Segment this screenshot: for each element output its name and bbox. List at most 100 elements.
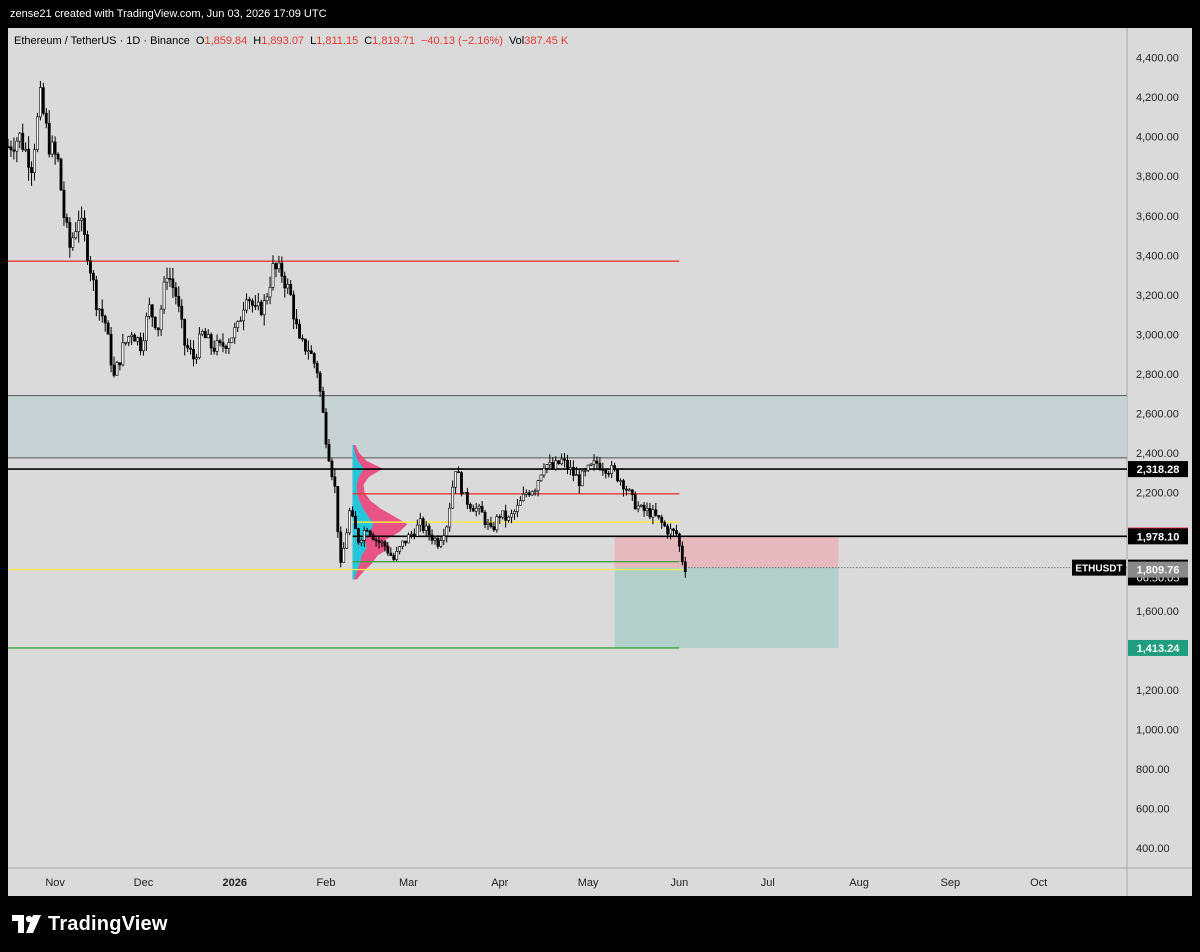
candle-body bbox=[454, 471, 458, 488]
candle-body bbox=[477, 505, 481, 509]
candle-body bbox=[262, 300, 266, 316]
candle-body bbox=[368, 530, 372, 536]
candle bbox=[536, 479, 540, 497]
candle-body bbox=[21, 132, 25, 150]
candle-body bbox=[153, 316, 157, 329]
candle-body bbox=[165, 277, 169, 283]
candle-body bbox=[136, 337, 139, 342]
candle-body bbox=[380, 541, 384, 544]
candle-body bbox=[492, 526, 496, 531]
candle-body bbox=[619, 480, 622, 482]
symbol-tag-bg bbox=[1072, 559, 1126, 576]
price-label-label-2318[interactable]: 2,318.28 bbox=[1128, 461, 1188, 478]
candle bbox=[198, 327, 201, 360]
y-tick-label: 4,200.00 bbox=[1136, 92, 1179, 104]
candle bbox=[156, 327, 160, 337]
price-chart[interactable]: 400.00600.00800.001,000.001,200.001,400.… bbox=[0, 28, 1200, 896]
candle-body bbox=[212, 347, 216, 352]
candle-body bbox=[180, 305, 184, 320]
candle-body bbox=[359, 539, 363, 544]
candle-body bbox=[327, 443, 331, 462]
candle bbox=[463, 491, 466, 495]
candle bbox=[286, 278, 290, 295]
price-label-label-1978[interactable]: 1,978.10 bbox=[1128, 528, 1188, 545]
candle bbox=[174, 282, 178, 305]
candle-body bbox=[200, 331, 204, 335]
price-label-bg bbox=[1128, 561, 1188, 578]
candle-body bbox=[265, 296, 269, 301]
candle-body bbox=[6, 146, 10, 148]
time-axis[interactable] bbox=[8, 868, 1192, 896]
candle bbox=[498, 514, 502, 525]
candle bbox=[430, 529, 434, 545]
candle-body bbox=[610, 465, 614, 475]
candle-body bbox=[407, 534, 410, 544]
take-profit-zone[interactable] bbox=[614, 567, 839, 648]
candle bbox=[245, 293, 248, 314]
candle bbox=[15, 137, 19, 163]
candle bbox=[560, 453, 564, 466]
candle-body bbox=[383, 541, 387, 547]
x-tick-label: Nov bbox=[45, 877, 65, 889]
candle bbox=[460, 471, 463, 497]
svg-text:Ethereum / TetherUS · 1D · Bin: Ethereum / TetherUS · 1D · Binance O1,859… bbox=[14, 35, 569, 47]
candle bbox=[395, 546, 399, 562]
candle bbox=[68, 217, 72, 258]
symbol-tag[interactable]: ETHUSDT bbox=[1072, 559, 1126, 576]
price-label-text: 2,318.28 bbox=[1137, 464, 1180, 476]
candle bbox=[130, 331, 134, 346]
candle-body bbox=[486, 522, 490, 525]
price-label-label-1413[interactable]: 1,413.24 bbox=[1128, 639, 1188, 656]
candle-body bbox=[50, 141, 54, 155]
candle bbox=[574, 466, 578, 476]
candle-body bbox=[604, 470, 608, 474]
candle-body bbox=[321, 390, 325, 413]
candle-body bbox=[677, 533, 681, 547]
candle bbox=[44, 108, 48, 129]
candle bbox=[100, 299, 104, 323]
candle-body bbox=[551, 461, 555, 470]
candle-body bbox=[295, 318, 298, 325]
candle-body bbox=[580, 470, 584, 487]
candle-body bbox=[563, 458, 566, 461]
candle-body bbox=[133, 334, 137, 342]
candle bbox=[315, 360, 319, 379]
candle bbox=[489, 516, 493, 529]
candle-body bbox=[289, 284, 293, 296]
tradingview-logo[interactable]: TradingView bbox=[12, 912, 168, 936]
candle-body bbox=[595, 460, 599, 464]
candle bbox=[683, 556, 687, 578]
candle bbox=[539, 474, 543, 483]
candle bbox=[357, 527, 360, 546]
x-tick-label: Apr bbox=[491, 877, 508, 889]
candle bbox=[94, 275, 98, 317]
resistance-zone[interactable] bbox=[8, 395, 1127, 458]
candle bbox=[127, 335, 131, 347]
candle-body bbox=[554, 460, 558, 470]
candle-body bbox=[592, 460, 596, 465]
candle bbox=[401, 540, 404, 550]
stop-loss-zone[interactable] bbox=[614, 535, 839, 568]
candle bbox=[165, 267, 169, 290]
candle-body bbox=[527, 492, 531, 496]
candle bbox=[253, 295, 257, 310]
candle-body bbox=[457, 471, 460, 473]
candle bbox=[159, 304, 163, 336]
candle bbox=[410, 530, 413, 539]
candle bbox=[530, 490, 534, 497]
candle bbox=[103, 314, 107, 332]
candle-body bbox=[672, 528, 675, 531]
candle-body bbox=[106, 322, 110, 335]
candle-body bbox=[377, 540, 381, 543]
tradingview-brand: TradingView bbox=[48, 912, 168, 935]
candle-body bbox=[24, 148, 28, 151]
candle bbox=[133, 333, 137, 342]
candle bbox=[168, 267, 172, 287]
y-tick-label: 3,200.00 bbox=[1136, 290, 1179, 302]
candle bbox=[115, 360, 119, 376]
price-label-label-1809[interactable]: 1,809.76 bbox=[1128, 561, 1188, 578]
price-axis[interactable] bbox=[1127, 28, 1192, 868]
candle-body bbox=[12, 149, 16, 152]
candle bbox=[407, 532, 410, 544]
candle-body bbox=[142, 340, 145, 352]
